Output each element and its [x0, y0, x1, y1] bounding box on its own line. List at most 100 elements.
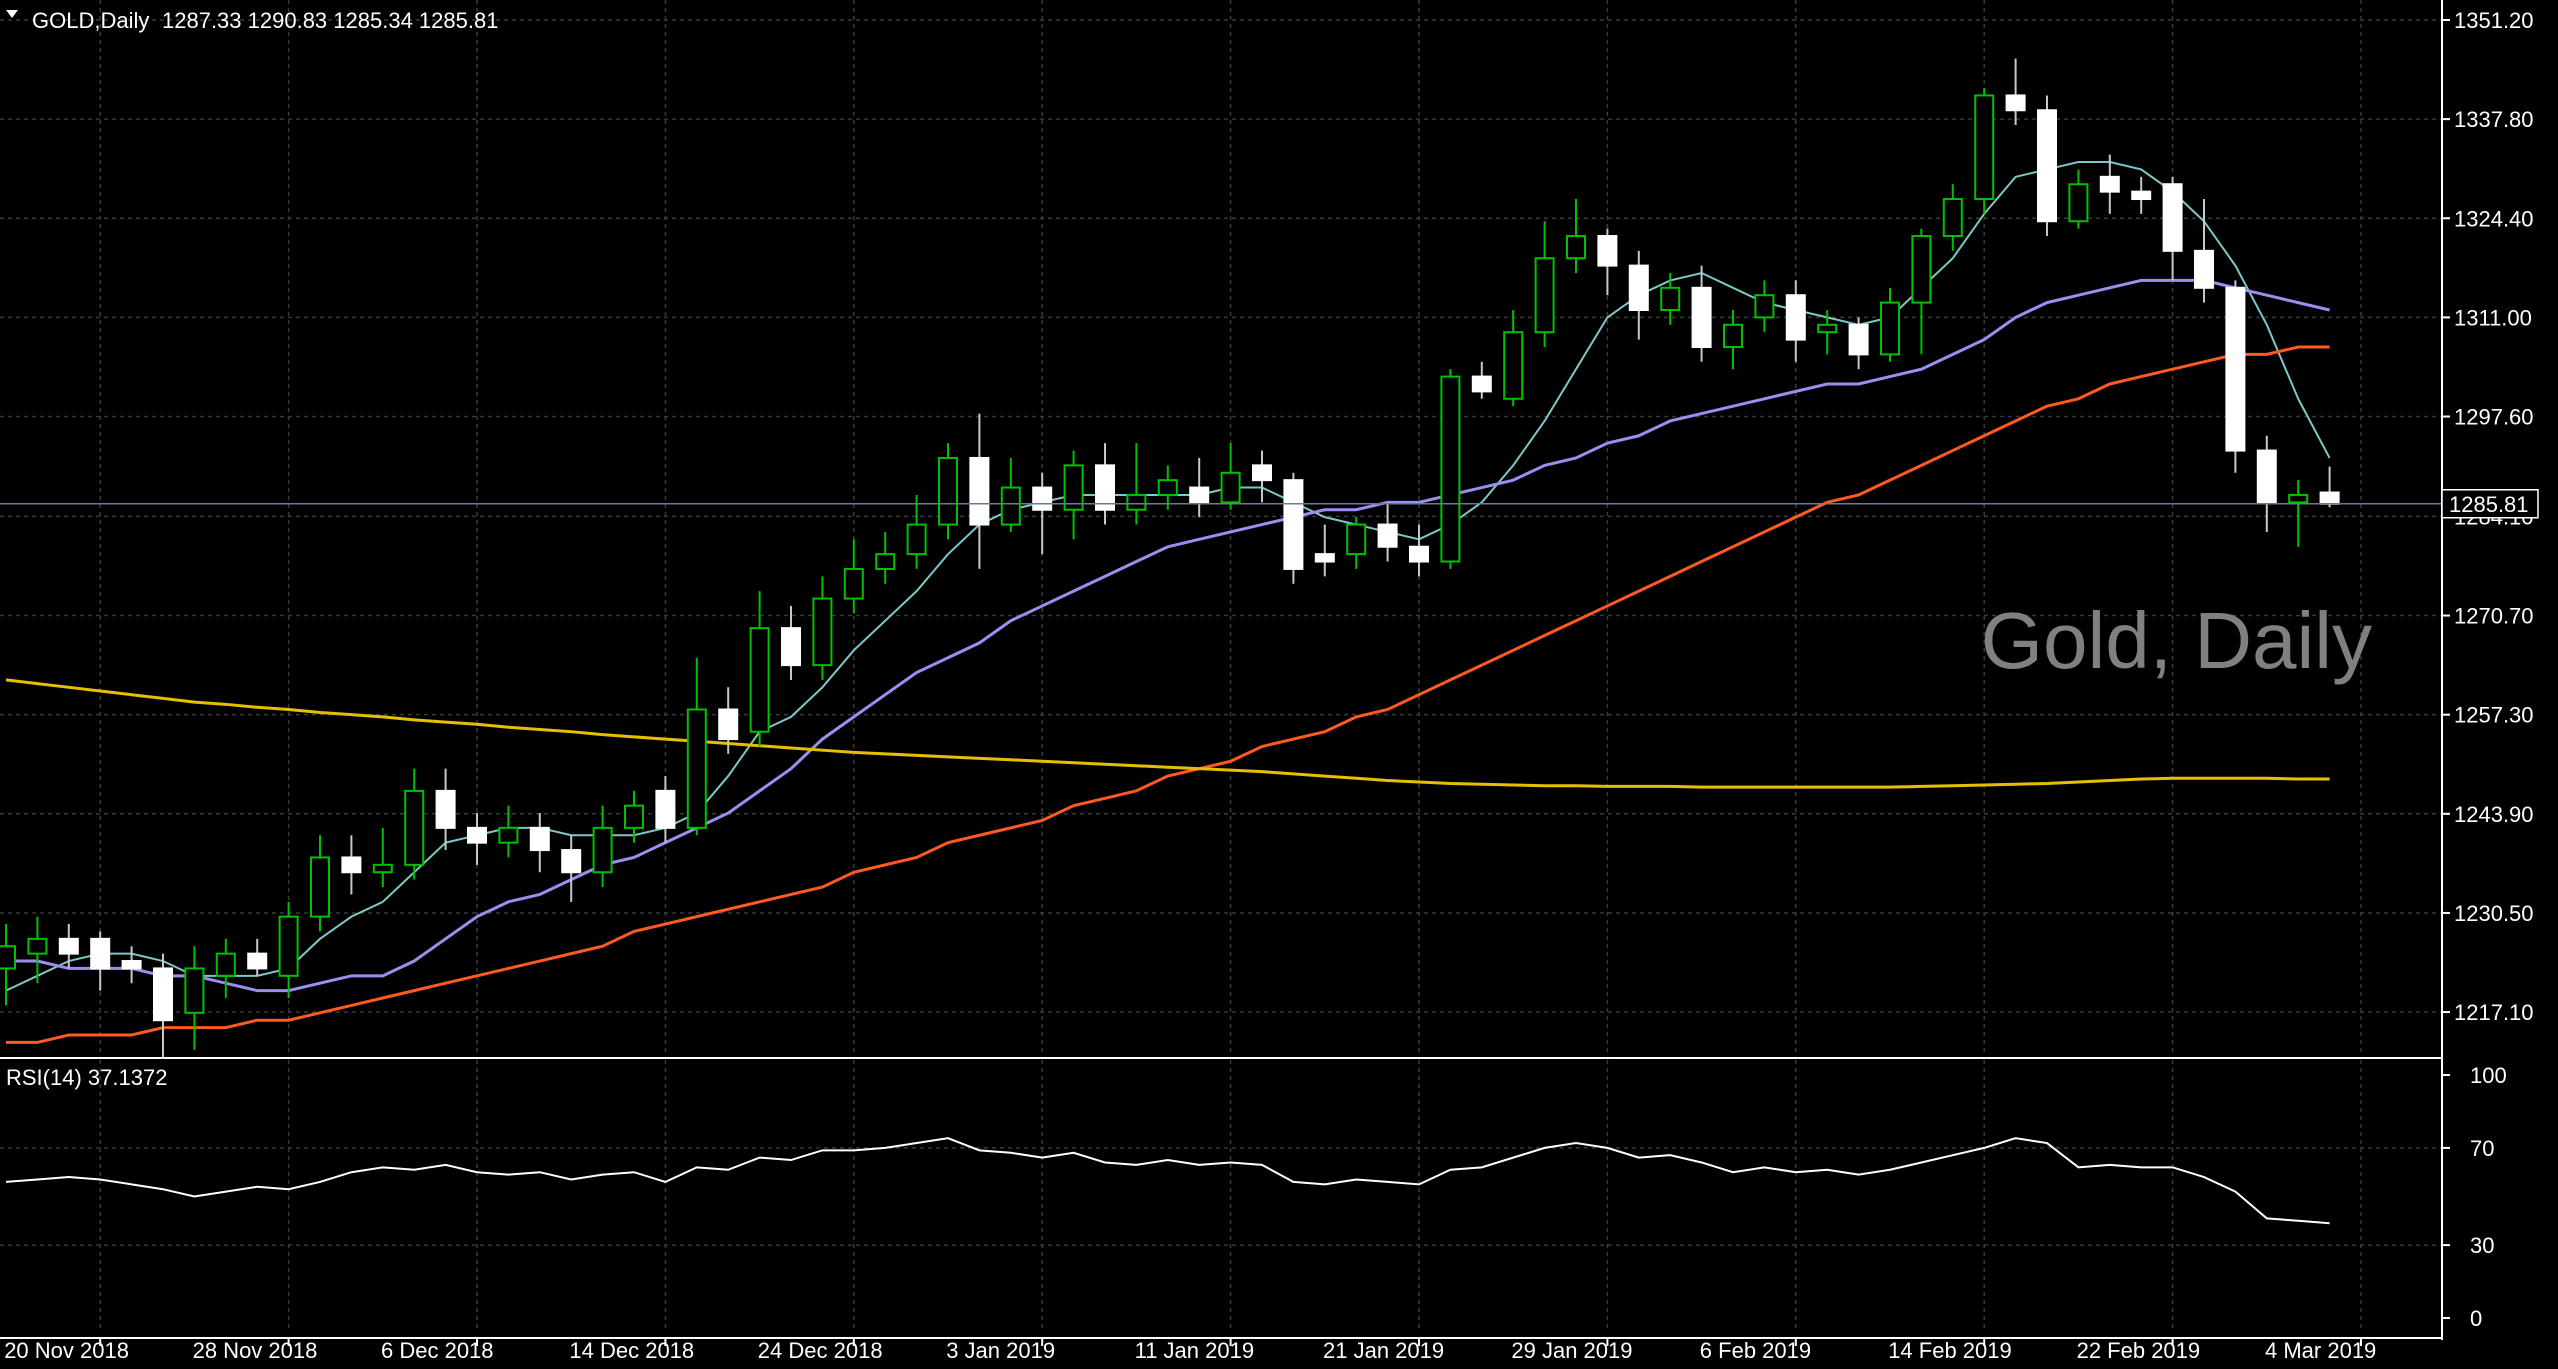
bull-candle [875, 553, 896, 570]
bear-candle [2256, 449, 2277, 504]
bear-candle [1095, 464, 1115, 511]
bear-candle [121, 960, 142, 970]
x-tick-label: 29 Jan 2019 [1511, 1338, 1632, 1363]
y-tick-label: 1217.10 [2454, 1000, 2534, 1025]
bear-candle [1691, 286, 1712, 348]
bear-candle [1189, 486, 1210, 504]
bull-candle [1000, 486, 1021, 526]
bear-candle [1314, 553, 1335, 563]
bear-candle [529, 826, 550, 852]
bear-candle [90, 937, 111, 970]
bear-candle [969, 456, 990, 526]
bull-candle [938, 456, 958, 526]
bear-candle [153, 967, 173, 1022]
bull-candle [1440, 375, 1461, 563]
bear-candle [435, 789, 456, 829]
bear-candle [2131, 190, 2152, 201]
x-tick-label: 22 Feb 2019 [2077, 1338, 2201, 1363]
bull-candle [906, 523, 927, 556]
bear-candle [2037, 109, 2057, 223]
bear-candle [1377, 523, 1398, 548]
x-tick-label: 14 Feb 2019 [1888, 1338, 2012, 1363]
bear-candle [247, 952, 268, 970]
bull-candle [686, 708, 707, 829]
candles [0, 58, 2340, 1058]
y-tick-label: 1270.70 [2454, 604, 2534, 629]
y-tick-label: 1351.20 [2454, 8, 2534, 33]
bear-candle [2194, 249, 2214, 289]
bear-candle [655, 789, 676, 829]
current-price-box [2441, 489, 2539, 519]
bear-candle [781, 627, 801, 667]
bull-candle [0, 945, 16, 970]
rsi-label: RSI(14) 37.1372 [6, 1065, 167, 1090]
rsi-y-tick-label: 30 [2470, 1233, 2494, 1258]
y-tick-label: 1337.80 [2454, 107, 2534, 132]
bear-candle [718, 708, 739, 741]
bear-candle [561, 849, 582, 874]
current-price-label: 1285.81 [2449, 492, 2529, 517]
bull-candle [1880, 301, 1900, 356]
y-tick-label: 1257.30 [2454, 703, 2534, 728]
rsi-y-tick-label: 70 [2470, 1136, 2494, 1161]
bull-candle [278, 915, 299, 977]
bull-candle [1660, 286, 1681, 312]
x-tick-label: 11 Jan 2019 [1135, 1338, 1254, 1363]
bear-candle [1252, 464, 1272, 482]
bull-candle [624, 804, 644, 829]
bear-candle [1409, 545, 1429, 563]
watermark-title: Gold, Daily [1981, 596, 2372, 685]
y-tick-label: 1311.00 [2454, 305, 2532, 330]
rsi-line [5, 1137, 2330, 1225]
rsi-panel [5, 1137, 2330, 1225]
bull-candle [592, 826, 613, 874]
bear-candle [341, 856, 362, 874]
bear-candle [1032, 486, 1053, 511]
bull-candle [843, 567, 864, 600]
x-tick-label: 20 Nov 2018 [4, 1338, 129, 1363]
bear-candle [2005, 94, 2026, 112]
bull-candle [1974, 94, 1995, 201]
bull-candle [1346, 523, 1367, 556]
bear-candle [1597, 235, 1618, 267]
bull-candle [1566, 235, 1586, 260]
x-tick-label: 14 Dec 2018 [569, 1338, 694, 1363]
bear-candle [2162, 183, 2183, 252]
bear-candle [58, 937, 79, 955]
bear-candle [467, 826, 487, 844]
ma_long-line [5, 678, 2330, 789]
x-tick-label: 6 Dec 2018 [381, 1338, 494, 1363]
x-tick-label: 21 Jan 2019 [1323, 1338, 1444, 1363]
rsi-y-tick-label: 0 [2470, 1306, 2482, 1331]
bear-candle [1283, 479, 1304, 570]
bull-candle [1911, 235, 1932, 304]
symbol-label: GOLD,Daily [32, 8, 149, 33]
bull-candle [1503, 331, 1524, 400]
bull-candle [1942, 198, 1963, 238]
bull-candle [1754, 294, 1775, 319]
bull-candle [372, 863, 393, 874]
bear-candle [1628, 264, 1649, 312]
y-tick-label: 1324.40 [2454, 206, 2534, 231]
bull-candle [1063, 464, 1084, 511]
bull-candle [1723, 323, 1743, 348]
bull-candle [2068, 183, 2089, 223]
bear-candle [2099, 175, 2120, 193]
bull-candle [215, 952, 236, 977]
bull-candle [404, 789, 425, 866]
ohlc-values: 1287.33 1290.83 1285.34 1285.81 [162, 8, 498, 33]
bear-candle [1785, 294, 1806, 341]
x-tick-label: 24 Dec 2018 [758, 1338, 883, 1363]
bull-candle [1220, 471, 1241, 504]
x-tick-label: 3 Jan 2019 [946, 1338, 1055, 1363]
y-tick-label: 1230.50 [2454, 901, 2534, 926]
bear-candle [1471, 375, 1492, 393]
bear-candle [2225, 286, 2246, 452]
bull-candle [1534, 257, 1555, 334]
bull-candle [184, 967, 205, 1014]
dropdown-triangle-icon[interactable] [6, 10, 18, 18]
bull-candle [2288, 493, 2309, 504]
